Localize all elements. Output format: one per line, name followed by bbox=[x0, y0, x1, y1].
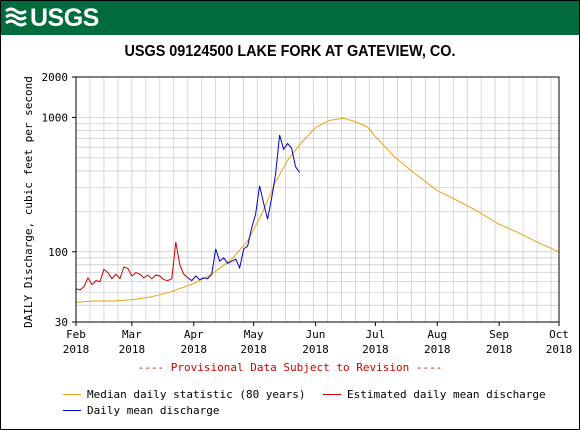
legend-median-swatch bbox=[63, 394, 81, 395]
y-tick-label: 2000 bbox=[42, 71, 69, 84]
y-axis-label: DAILY Discharge, cubic feet per second bbox=[22, 76, 35, 328]
x-tick-month-label: Jul bbox=[365, 328, 385, 341]
x-tick-year-label: 2018 bbox=[486, 343, 513, 356]
series-layer bbox=[75, 117, 560, 303]
legend-daily: Daily mean discharge bbox=[63, 404, 219, 417]
plot-frame bbox=[75, 76, 560, 323]
series-estimated-line bbox=[75, 242, 189, 291]
x-tick-year-label: 2018 bbox=[119, 343, 146, 356]
y-tick-label: 100 bbox=[48, 246, 68, 259]
legend-median: Median daily statistic (80 years) bbox=[63, 388, 306, 401]
x-tick-year-label: 2018 bbox=[181, 343, 208, 356]
usgs-logo-text: USGS bbox=[30, 3, 99, 32]
usgs-wave-icon bbox=[5, 7, 27, 27]
legend-estimated: Estimated daily mean discharge bbox=[323, 388, 546, 401]
x-tick-month-label: May bbox=[244, 328, 264, 341]
x-tick-month-label: Sep bbox=[489, 328, 509, 341]
x-tick-year-label: 2018 bbox=[546, 343, 573, 356]
x-tick-month-label: Oct bbox=[549, 328, 569, 341]
legend-median-label: Median daily statistic (80 years) bbox=[87, 388, 306, 401]
legend-estimated-label: Estimated daily mean discharge bbox=[347, 388, 546, 401]
legend-daily-swatch bbox=[63, 410, 81, 411]
y-tick-label: 30 bbox=[55, 316, 68, 329]
x-tick-month-label: Mar bbox=[122, 328, 142, 341]
x-tick-month-label: Feb bbox=[66, 328, 86, 341]
legend-daily-label: Daily mean discharge bbox=[87, 404, 220, 417]
x-tick-month-label: Jun bbox=[306, 328, 326, 341]
y-tick-label: 1000 bbox=[42, 111, 69, 124]
series-median-line bbox=[75, 117, 560, 303]
x-tick-year-label: 2018 bbox=[240, 343, 267, 356]
usgs-logo[interactable]: USGS bbox=[5, 3, 99, 33]
axis-ticks: 30 100 1000 2000 Feb 2018 Mar 2018 Apr 2018 May 201… bbox=[42, 71, 573, 356]
legend-estimated-swatch bbox=[323, 394, 341, 395]
x-tick-year-label: 2018 bbox=[63, 343, 90, 356]
chart-title: USGS 09124500 LAKE FORK AT GATEVIEW, CO. bbox=[124, 43, 456, 60]
x-tick-year-label: 2018 bbox=[362, 343, 389, 356]
x-tick-year-label: 2018 bbox=[424, 343, 451, 356]
series-daily-line bbox=[187, 134, 300, 282]
x-tick-year-label: 2018 bbox=[302, 343, 329, 356]
grid bbox=[76, 77, 559, 322]
usgs-banner: USGS bbox=[1, 1, 579, 35]
x-tick-month-label: Apr bbox=[184, 328, 204, 341]
x-tick-month-label: Aug bbox=[427, 328, 447, 341]
provisional-notice: ---- Provisional Data Subject to Revisio… bbox=[137, 361, 443, 374]
